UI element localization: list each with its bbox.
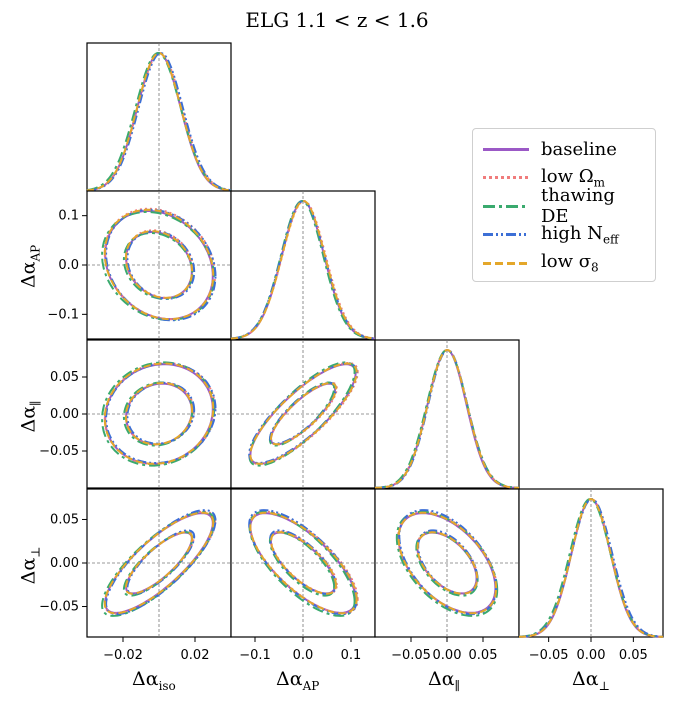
legend-sub-low-omega-m: m [593, 175, 606, 190]
xtick-label-par-2: 0.05 [469, 648, 498, 663]
x-label-iso: Δαiso [132, 668, 176, 693]
diag-panel-ap-curve-4 [230, 199, 376, 340]
xtick-label-par-1: 0.00 [433, 648, 462, 663]
xtick-label-iso-0: −0.02 [103, 648, 143, 663]
panel-iso-ap-contour-3-0 [126, 230, 196, 300]
panel-iso-ap-contour-2-0 [122, 232, 194, 301]
y-label-par: Δα∥ [17, 400, 43, 433]
legend-label-low-sigma8: low σ [541, 251, 592, 273]
figure-title: ELG 1.1 < z < 1.6 [245, 8, 429, 32]
xtick-label-perp-0: −0.05 [529, 648, 569, 663]
legend-sub-high-neff: eff [602, 232, 619, 247]
xtick-label-ap-1: 0.0 [293, 648, 314, 663]
diag-panel-iso-curve-2 [86, 51, 232, 192]
legend-item-thawing-de: thawing DE [483, 185, 645, 227]
legend-label-low-omega-m: low Ω [541, 165, 594, 187]
legend-item-baseline: baseline [483, 135, 645, 164]
diag-panel-iso-curve-3 [86, 52, 232, 192]
x-label-perp: Δα⊥ [572, 668, 610, 693]
diag-panel-perp-curve-4 [519, 497, 663, 638]
panel-ap-perp-contour-2-0 [268, 531, 336, 597]
diag-panel-par [374, 339, 520, 489]
legend-swatch-thawing-de [483, 204, 529, 208]
y-label-perp: Δα⊥ [17, 546, 43, 585]
panel-iso-par-contour-4-0 [124, 381, 194, 446]
legend-item-low-sigma8: low σ8 [483, 249, 645, 278]
x-label-ap: ΔαAP [276, 668, 320, 693]
xtick-label-iso-1: 0.02 [181, 648, 210, 663]
panel-par-perp-contour-4-0 [416, 531, 479, 595]
panel-par-perp-contour-2-0 [415, 531, 479, 597]
diag-panel-iso-curve-4 [86, 51, 232, 192]
legend-label-baseline: baseline [541, 138, 617, 160]
legend-swatch-low-sigma8 [483, 261, 529, 265]
panel-ap-perp-contour-4-1 [249, 511, 358, 615]
ytick-label-perp-0: −0.05 [39, 600, 79, 615]
legend-swatch-high-neff [483, 233, 529, 237]
legend-item-high-neff: high Neff [483, 221, 645, 250]
ytick-label-ap-2: 0.1 [58, 209, 79, 224]
ytick-label-ap-1: 0.0 [58, 258, 79, 273]
panel-ap-par-contour-4-1 [249, 362, 358, 465]
panel-iso-ap-contour-3-1 [105, 208, 217, 322]
ytick-label-perp-2: 0.05 [50, 512, 79, 527]
ytick-label-ap-0: −0.1 [47, 307, 79, 322]
panel-iso-ap-contour-4-0 [124, 230, 194, 299]
panel-ap-par-contour-4-0 [269, 381, 337, 446]
legend-label-high-neff: high N [541, 222, 603, 244]
diag-panel-par-curve-4 [374, 348, 519, 489]
xtick-label-par-0: −0.05 [391, 648, 431, 663]
legend-swatch-baseline [483, 147, 529, 151]
panel-iso-perp-contour-4-0 [124, 531, 194, 595]
diag-panel-par-curve-2 [374, 348, 520, 489]
panel-iso-ap-contour-4-1 [103, 208, 215, 321]
xtick-label-ap-2: 0.1 [341, 648, 362, 663]
xtick-label-perp-2: 0.05 [619, 648, 648, 663]
ytick-label-par-0: −0.05 [39, 444, 79, 459]
y-label-ap: ΔαAP [17, 244, 43, 289]
panel-par-perp-contour-4-1 [397, 511, 498, 615]
ytick-label-perp-1: 0.00 [50, 556, 79, 571]
panel-iso-perp-contour-3-1 [105, 509, 217, 616]
legend-sub-low-sigma8: 8 [591, 261, 599, 276]
diag-panel-perp [518, 488, 664, 638]
diag-panel-perp-curve-2 [518, 497, 664, 638]
legend-item-low-omega-m: low Ωm [483, 164, 645, 193]
legend-label-thawing-de: thawing DE [541, 185, 615, 228]
ytick-label-par-1: 0.00 [50, 407, 79, 422]
ytick-label-par-2: 0.05 [50, 370, 79, 385]
legend-swatch-low-omega-m [483, 176, 529, 180]
diag-panel-iso [86, 42, 232, 192]
x-label-par: Δα∥ [428, 668, 461, 693]
panel-iso-perp-contour-4-1 [103, 511, 215, 615]
legend: baseline low Ωm thawing DE high Neff low… [472, 128, 656, 282]
xtick-label-ap-0: −0.1 [239, 648, 271, 663]
panel-ap-perp-contour-4-0 [269, 531, 337, 595]
xtick-label-perp-1: 0.00 [577, 648, 606, 663]
